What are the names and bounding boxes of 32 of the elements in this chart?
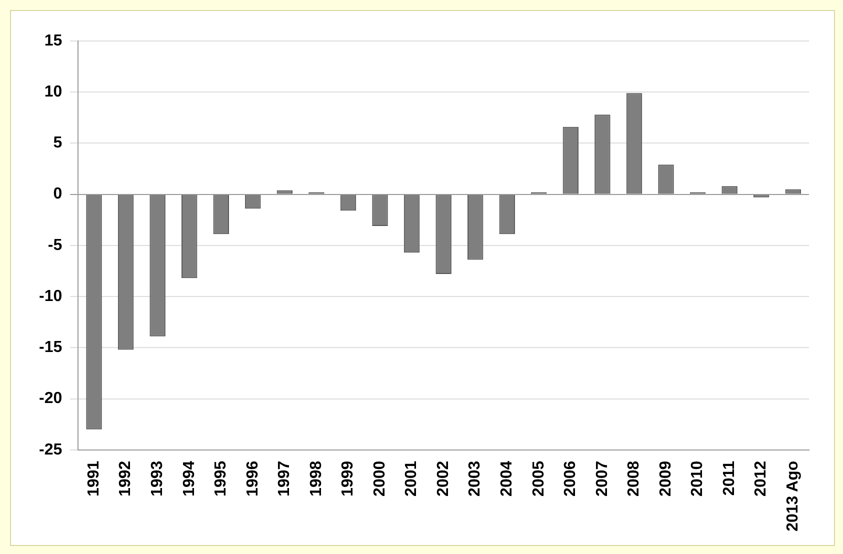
x-tick-label: 1998 — [308, 460, 325, 496]
x-tick-label: 1995 — [212, 460, 230, 496]
y-tick-label: -15 — [39, 339, 62, 356]
x-tick-label: 2005 — [530, 460, 548, 496]
x-tick-label: 1992 — [117, 460, 134, 496]
x-tick-label: 2013 Ago — [784, 460, 802, 532]
x-tick-label: 1994 — [180, 460, 198, 496]
x-tick-label: 2007 — [594, 460, 611, 496]
x-tick-label: 1996 — [244, 460, 262, 496]
x-tick-label: 2002 — [434, 460, 452, 496]
x-tick-label: 2004 — [498, 460, 516, 496]
x-tick-label: 2006 — [562, 460, 580, 496]
x-tick-label: 2003 — [466, 460, 484, 496]
y-tick-label: 15 — [44, 32, 62, 50]
x-tick-label: 2011 — [720, 460, 738, 496]
x-tick-label: 2001 — [403, 460, 420, 496]
x-tick-label: 2012 — [752, 460, 770, 496]
y-tick-label: 10 — [44, 84, 62, 101]
x-tick-label: 1993 — [148, 460, 166, 496]
y-tick-label: 5 — [53, 134, 62, 152]
y-tick-label: -5 — [48, 236, 62, 254]
y-tick-label: -25 — [39, 441, 62, 458]
x-tick-label: 2008 — [626, 460, 643, 496]
y-tick-label: -20 — [39, 390, 62, 408]
x-tick-label: 1997 — [276, 460, 294, 496]
x-tick-label: 2009 — [657, 460, 674, 496]
y-tick-label: 0 — [53, 186, 62, 203]
y-tick-label: -10 — [39, 288, 62, 305]
x-tick-label: 2010 — [689, 460, 706, 496]
x-tick-label: 1999 — [340, 460, 357, 496]
x-tick-label: 1991 — [85, 460, 102, 496]
x-tick-label: 2000 — [371, 460, 388, 496]
